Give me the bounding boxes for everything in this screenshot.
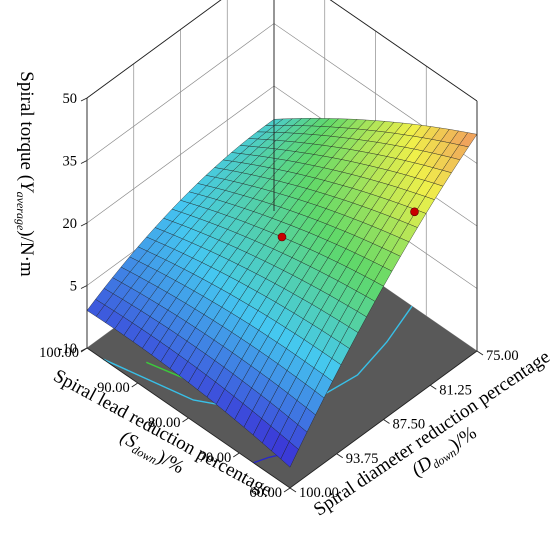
- surface-facet: [280, 441, 299, 468]
- design-point: [277, 232, 287, 242]
- z-tick-mark: [80, 160, 88, 164]
- y-tick-label: 93.75: [346, 451, 379, 467]
- y-tick-label: 87.50: [393, 417, 426, 433]
- response-surface: [86, 118, 478, 468]
- y-tick-label: 81.25: [439, 382, 472, 398]
- z-tick-label: 35: [63, 154, 78, 170]
- z-tick-mark: [80, 285, 88, 289]
- x-tick-label: 70.00: [199, 450, 232, 466]
- y-tick-label: 75.00: [486, 348, 519, 364]
- x-tick-mark: [233, 452, 240, 458]
- z-tick-label: 20: [63, 216, 78, 232]
- x-tick-mark: [283, 487, 291, 493]
- x-tick-mark: [182, 417, 189, 423]
- z-axis-title: Spiral torque (Yaverage)/N·m: [14, 71, 37, 277]
- y-tick-mark: [476, 350, 484, 356]
- box-top-edge: [86, 0, 478, 102]
- x-tick-label: 60.00: [249, 485, 282, 501]
- z-tick-label: 5: [70, 279, 77, 295]
- z-tick-label: -10: [58, 341, 77, 357]
- y-tick-mark: [383, 419, 390, 424]
- x-tick-label: 80.00: [148, 415, 181, 431]
- y-tick-label: 100.00: [299, 485, 339, 501]
- design-point: [410, 207, 419, 217]
- x-tick-mark: [131, 382, 138, 388]
- x-tick-label: 100.00: [39, 345, 79, 361]
- y-tick-mark: [289, 487, 297, 493]
- z-tick-label: 50: [63, 91, 78, 107]
- z-tick-mark: [80, 97, 88, 102]
- design-points: [277, 207, 419, 242]
- y-tick-mark: [336, 453, 343, 459]
- tick-labels: 5035205-10100.0090.0080.0070.0060.0075.0…: [39, 91, 519, 501]
- x-tick-mark: [80, 347, 88, 353]
- z-tick-mark: [80, 222, 88, 227]
- y-tick-mark: [430, 384, 437, 390]
- x-tick-label: 90.00: [97, 380, 130, 396]
